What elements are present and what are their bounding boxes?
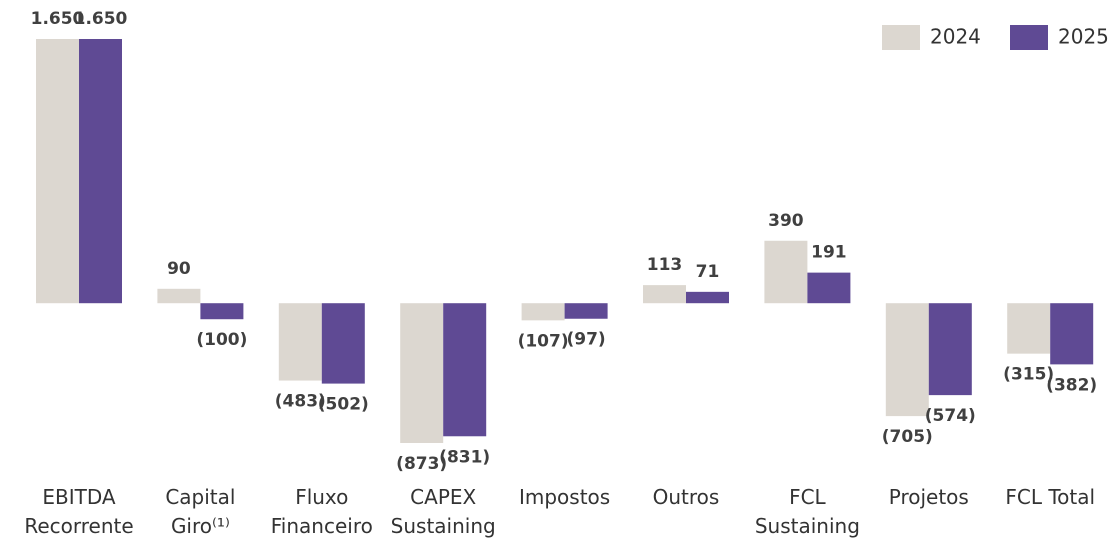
bar <box>643 285 686 304</box>
bar <box>36 39 79 304</box>
value-label: (100) <box>196 330 247 350</box>
bar <box>79 39 122 304</box>
bar <box>1007 303 1051 354</box>
value-label: (831) <box>439 447 490 467</box>
category-label: Capital Giro⁽¹⁾ <box>165 485 235 538</box>
value-label: 390 <box>768 211 804 231</box>
legend-swatch <box>882 25 920 50</box>
bar <box>157 288 201 304</box>
bar <box>200 303 244 320</box>
bar <box>807 272 851 304</box>
category-label: EBITDA Recorrente <box>24 485 133 538</box>
value-label: (97) <box>566 330 605 350</box>
category-label: CAPEX Sustaining <box>391 485 496 538</box>
value-label: 90 <box>167 259 191 279</box>
value-label: 191 <box>811 243 847 263</box>
bar <box>400 303 444 443</box>
value-label: (382) <box>1046 375 1097 395</box>
category-label: FCL Sustaining <box>755 485 860 538</box>
category-label: Projetos <box>889 485 969 509</box>
bar <box>885 303 929 417</box>
bar <box>928 303 972 396</box>
legend-swatch <box>1010 25 1048 50</box>
bar <box>1050 303 1094 365</box>
value-label: 1.650 <box>31 9 85 29</box>
value-label: (574) <box>925 406 976 426</box>
value-label: (873) <box>396 454 447 474</box>
value-label: (107) <box>518 331 569 351</box>
value-label: (315) <box>1003 365 1054 385</box>
legend-label: 2025 <box>1058 25 1109 49</box>
bar <box>521 303 565 321</box>
category-label: Fluxo Financeiro <box>271 485 373 538</box>
value-label: 1.650 <box>74 9 128 29</box>
value-label: 71 <box>696 262 720 282</box>
category-label: FCL Total <box>1005 485 1095 509</box>
bar <box>321 303 365 384</box>
category-label: Impostos <box>519 485 610 509</box>
bar <box>686 291 729 304</box>
bar <box>764 240 808 304</box>
value-label: 113 <box>647 255 683 275</box>
legend-label: 2024 <box>930 25 981 49</box>
value-label: (705) <box>882 427 933 447</box>
bar <box>443 303 487 437</box>
category-label: Outros <box>653 485 720 509</box>
value-label: (502) <box>318 395 369 415</box>
bar <box>564 303 608 319</box>
value-label: (483) <box>275 392 326 412</box>
bar <box>278 303 322 381</box>
